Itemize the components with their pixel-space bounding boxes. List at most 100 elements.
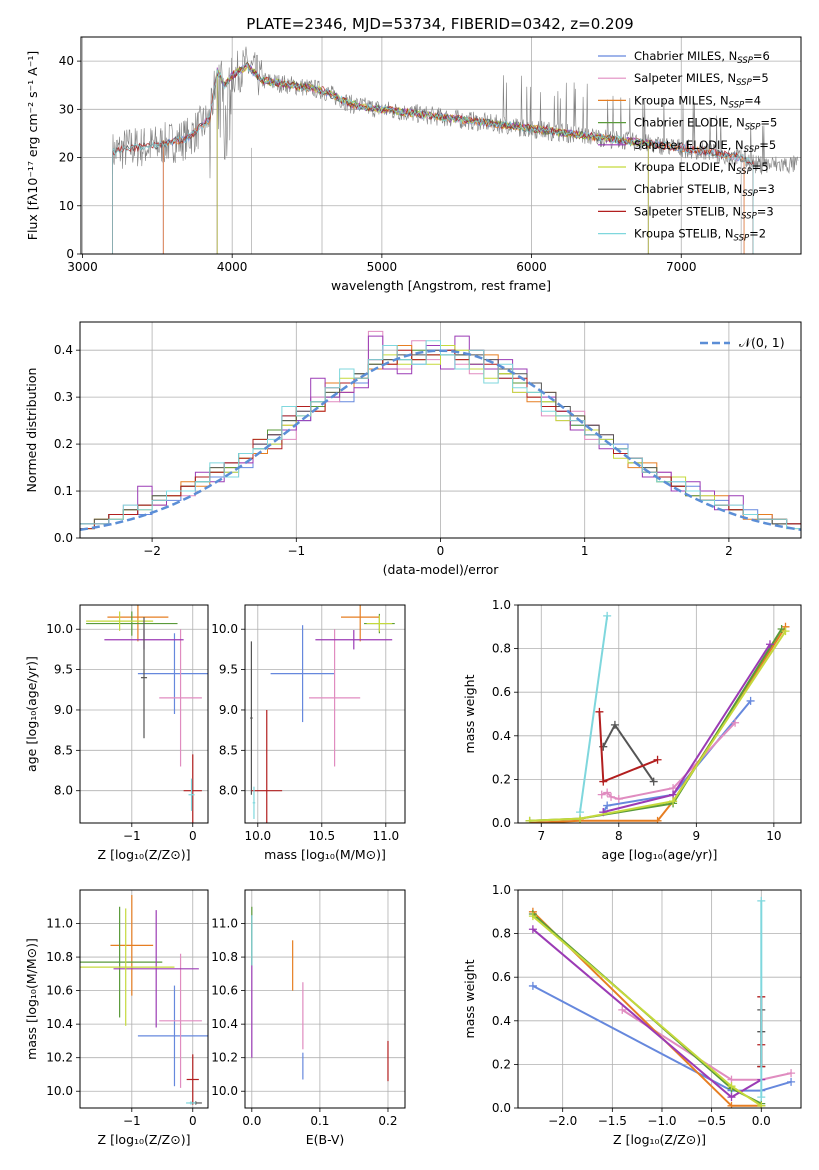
y-tick-label: 8.0 — [219, 784, 238, 798]
weight-line — [603, 643, 771, 814]
weight-marker — [528, 925, 537, 934]
weight-marker — [603, 788, 612, 797]
y-tick-label: 0.2 — [54, 437, 73, 451]
y-tick-label: 0.4 — [492, 729, 511, 743]
weight-line — [598, 711, 658, 784]
y-tick-label: 10.2 — [46, 1051, 73, 1065]
plot-frame — [517, 604, 802, 824]
figure-title: PLATE=2346, MJD=53734, FIBERID=0342, z=0… — [246, 15, 633, 33]
weight-marker — [727, 1093, 736, 1102]
x-tick-label: 7 — [537, 829, 545, 843]
weight-line — [532, 985, 792, 1092]
model-spectrum-line — [216, 65, 649, 254]
z-vs-weight-panel: −2.0 −1.5 −1.0 −0.5 0.0 0.0 0.2 0.4 0.6 0.8 1.0 Z [… — [462, 883, 802, 1147]
z-vs-mass-panel: −1 0 10.0 10.2 10.4 10.6 10.8 11.0 Z [log₁₀(Z/Z⊙… — [24, 889, 209, 1147]
mass-vs-age-panel: 10.0 10.5 11.0 8.0 8.5 9.0 9.5 10.0 mass [log₁₀(… — [211, 604, 406, 862]
y-tick-label: 0.6 — [492, 970, 511, 984]
x-tick-label: 5000 — [367, 260, 398, 274]
y-axis-label: mass weight — [462, 674, 477, 753]
y-tick-label: 0.4 — [492, 1014, 511, 1028]
weight-marker — [731, 718, 740, 727]
weight-marker — [603, 801, 612, 810]
weight-marker — [607, 792, 616, 801]
weight-line — [529, 626, 787, 823]
x-tick-label: 11.0 — [372, 829, 399, 843]
weight-marker — [669, 797, 678, 806]
weight-marker — [595, 707, 604, 716]
plot-frame — [79, 889, 209, 1109]
weight-line — [602, 722, 655, 783]
weight-marker — [757, 896, 766, 905]
x-tick-label: −1.0 — [647, 1114, 676, 1128]
weight-marker — [603, 611, 612, 620]
weight-marker — [597, 790, 606, 799]
weight-marker — [781, 627, 790, 636]
y-tick-label: 10 — [59, 199, 74, 213]
weight-marker — [618, 1005, 627, 1014]
y-tick-label: 10.8 — [46, 950, 73, 964]
y-tick-label: 10.0 — [46, 622, 73, 636]
y-tick-label: 10.6 — [211, 984, 238, 998]
weight-marker — [765, 640, 774, 649]
legend-label: Salpeter STELIB, NSSP=3 — [634, 204, 774, 221]
y-tick-label: 9.5 — [54, 663, 73, 677]
legend-label: Chabrier MILES, NSSP=6 — [634, 49, 770, 66]
x-tick-label: 0.0 — [242, 1114, 261, 1128]
weight-marker — [649, 777, 658, 786]
weight-marker — [653, 755, 662, 764]
x-tick-label: −1 — [123, 829, 141, 843]
y-tick-label: 11.0 — [46, 917, 73, 931]
weight-marker — [610, 720, 619, 729]
model-spectrum-line — [112, 61, 754, 254]
y-tick-label: 0.6 — [492, 685, 511, 699]
spectrum-legend: Chabrier MILES, NSSP=6 Salpeter MILES, NS… — [598, 49, 777, 244]
legend-label: Chabrier ELODIE, NSSP=5 — [634, 116, 777, 133]
legend-label: Kroupa ELODIE, NSSP=5 — [634, 160, 769, 177]
legend-label: Kroupa MILES, NSSP=4 — [634, 93, 761, 110]
residuals-panel: −2 −1 0 1 2 0.0 0.1 0.2 0.3 0.4 (data-model)/error… — [24, 321, 802, 577]
weight-marker — [653, 816, 662, 823]
x-tick-label: −2.0 — [548, 1114, 577, 1128]
x-tick-label: 3000 — [67, 260, 98, 274]
y-tick-label: 0.4 — [54, 343, 73, 357]
x-tick-label: 0.0 — [752, 1114, 771, 1128]
y-tick-label: 0.8 — [492, 642, 511, 656]
y-axis-label: Flux [fλ10⁻¹⁷ erg cm⁻² s⁻¹ A⁻¹] — [25, 51, 40, 240]
x-tick-label: −2 — [143, 544, 161, 558]
x-tick-label: 7000 — [666, 260, 697, 274]
y-tick-label: 11.0 — [211, 917, 238, 931]
x-tick-label: 0.1 — [310, 1114, 329, 1128]
x-tick-label: −1 — [287, 544, 305, 558]
legend-label: Chabrier STELIB, NSSP=3 — [634, 182, 775, 199]
z-vs-mass-marks — [80, 895, 208, 1105]
x-tick-label: 0 — [437, 544, 445, 558]
observed-spectrum — [112, 46, 799, 179]
weight-line — [621, 1009, 792, 1081]
model-spectrum-line — [112, 62, 754, 254]
y-tick-label: 0.1 — [54, 484, 73, 498]
weight-marker — [787, 1077, 796, 1086]
age-vs-weight-panel: 7 8 9 10 0.0 0.2 0.4 0.6 0.8 1.0 age [log₁₀(age/yr… — [462, 598, 802, 862]
ebv-vs-mass-panel: 0.0 0.1 0.2 10.0 10.2 10.4 10.6 10.8 11.0 E(B-V) — [211, 889, 406, 1147]
ebv-vs-mass-marks — [251, 906, 389, 1082]
x-axis-label: (data-model)/error — [383, 562, 500, 577]
z-vs-age-panel: −1 0 8.0 8.5 9.0 9.5 10.0 Z [log₁₀(Z/Z⊙)] age [l… — [24, 604, 209, 862]
x-tick-label: 10 — [766, 829, 781, 843]
y-tick-label: 8.5 — [54, 743, 73, 757]
weight-marker — [576, 808, 585, 817]
x-tick-label: 10.0 — [244, 829, 271, 843]
y-tick-label: 0.0 — [492, 816, 511, 830]
x-tick-label: −1.5 — [598, 1114, 627, 1128]
y-tick-label: 0.0 — [54, 531, 73, 545]
y-tick-label: 0.3 — [54, 390, 73, 404]
x-tick-label: 1 — [581, 544, 589, 558]
y-tick-label: 0.0 — [492, 1101, 511, 1115]
y-tick-label: 9.0 — [54, 703, 73, 717]
spectrum-marks — [112, 37, 799, 254]
residual-histogram — [80, 340, 801, 538]
model-spectrum-line — [216, 61, 649, 254]
y-tick-label: 10.2 — [211, 1051, 238, 1065]
y-axis-label: age [log₁₀(age/yr)] — [24, 656, 39, 772]
weight-marker — [528, 912, 537, 921]
weight-marker — [727, 1082, 736, 1091]
